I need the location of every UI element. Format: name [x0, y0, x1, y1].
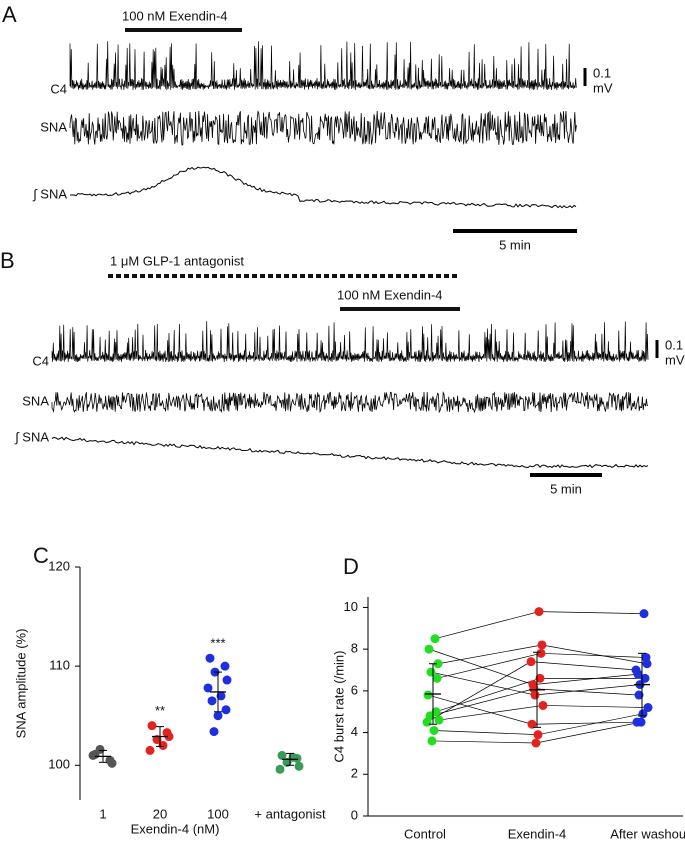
data-point: [433, 659, 443, 669]
y-tick-label: 110: [49, 658, 70, 673]
y-tick-label: 0: [351, 807, 358, 822]
data-point: [221, 705, 231, 715]
panel-label: D: [343, 554, 359, 579]
scale-value: 0.1: [665, 337, 683, 352]
panel-label: B: [0, 248, 15, 273]
scale-value: 0.1: [593, 65, 611, 80]
panel-label: A: [2, 2, 17, 27]
data-point: [282, 757, 292, 767]
data-point: [424, 644, 434, 654]
data-point: [158, 740, 168, 750]
channel-label: SNA: [22, 393, 49, 408]
scale-unit: mV: [665, 352, 685, 367]
data-point: [526, 657, 536, 667]
c4-trace: [69, 41, 577, 91]
data-point: [643, 703, 653, 713]
data-point: [432, 673, 442, 683]
data-point: [634, 690, 644, 700]
channel-label: ∫ SNA: [14, 429, 49, 444]
data-point: [275, 764, 285, 774]
sna-trace: [51, 390, 649, 414]
data-point: [636, 717, 646, 727]
data-point: [222, 675, 232, 685]
y-tick-label: 6: [351, 682, 358, 697]
data-point: [207, 696, 217, 706]
scale-unit: mV: [593, 80, 613, 95]
data-point: [536, 648, 546, 658]
data-point: [277, 750, 287, 760]
channel-label: C4: [32, 353, 49, 368]
data-point: [430, 634, 440, 644]
integrated-sna-trace: [70, 166, 577, 209]
data-point: [533, 730, 543, 740]
y-tick-label: 100: [48, 757, 70, 772]
data-point: [152, 735, 162, 745]
channel-label: SNA: [40, 119, 67, 134]
data-point: [529, 684, 539, 694]
data-point: [203, 683, 213, 693]
data-point: [434, 715, 444, 725]
axes: [367, 597, 683, 817]
antagonist-label: 1 μM GLP-1 antagonist: [110, 253, 244, 268]
y-tick-label: 120: [48, 558, 70, 573]
data-point: [294, 761, 304, 771]
data-point: [88, 750, 98, 760]
data-point: [534, 607, 544, 617]
data-point: [527, 719, 537, 729]
y-tick-label: 2: [351, 766, 358, 781]
panel-label: C: [33, 543, 49, 568]
data-point: [429, 725, 439, 735]
data-point: [209, 727, 219, 737]
c4-trace: [51, 321, 649, 363]
data-point: [220, 661, 230, 671]
y-tick-label: 4: [351, 724, 358, 739]
significance: ***: [210, 636, 225, 651]
pair-line: [428, 648, 639, 685]
sna-trace: [69, 110, 577, 146]
data-point: [638, 709, 648, 719]
x-tick-label: Control: [404, 826, 446, 841]
significance: **: [155, 703, 165, 718]
data-point: [164, 732, 174, 742]
x-tick-label: After washout: [610, 826, 685, 841]
data-point: [216, 691, 226, 701]
y-axis-label: SNA amplitude (%): [13, 629, 28, 739]
x-tick-label: 100: [207, 806, 229, 821]
y-axis-label: C4 burst rate (/min): [331, 651, 346, 763]
data-point: [423, 690, 433, 700]
data-point: [213, 711, 223, 721]
data-point: [147, 721, 157, 731]
data-point: [422, 717, 432, 727]
x-axis-label: Exendin-4 (nM): [131, 821, 220, 836]
channel-label: ∫ SNA: [32, 186, 67, 201]
data-point: [531, 738, 541, 748]
time-label: 5 min: [550, 481, 582, 496]
data-point: [538, 700, 548, 710]
data-point: [107, 758, 117, 768]
data-point: [145, 745, 155, 755]
data-point: [427, 736, 437, 746]
data-point: [205, 653, 215, 663]
channel-label: C4: [50, 81, 67, 96]
x-tick-label: 1: [99, 806, 106, 821]
data-point: [640, 673, 650, 683]
drug-label: 100 nM Exendin-4: [337, 287, 443, 302]
drug-label: 100 nM Exendin-4: [122, 8, 228, 23]
data-point: [95, 744, 105, 754]
y-tick-label: 8: [351, 641, 358, 656]
y-tick-label: 10: [344, 599, 358, 614]
x-tick-label: + antagonist: [254, 806, 326, 821]
integrated-sna-trace: [51, 436, 649, 469]
x-tick-label: Exendin-4: [508, 826, 567, 841]
data-point: [537, 640, 547, 650]
data-point: [631, 665, 641, 675]
time-label: 5 min: [499, 237, 531, 252]
data-point: [535, 673, 545, 683]
x-tick-label: 20: [153, 806, 167, 821]
data-point: [641, 652, 651, 662]
data-point: [639, 609, 649, 619]
